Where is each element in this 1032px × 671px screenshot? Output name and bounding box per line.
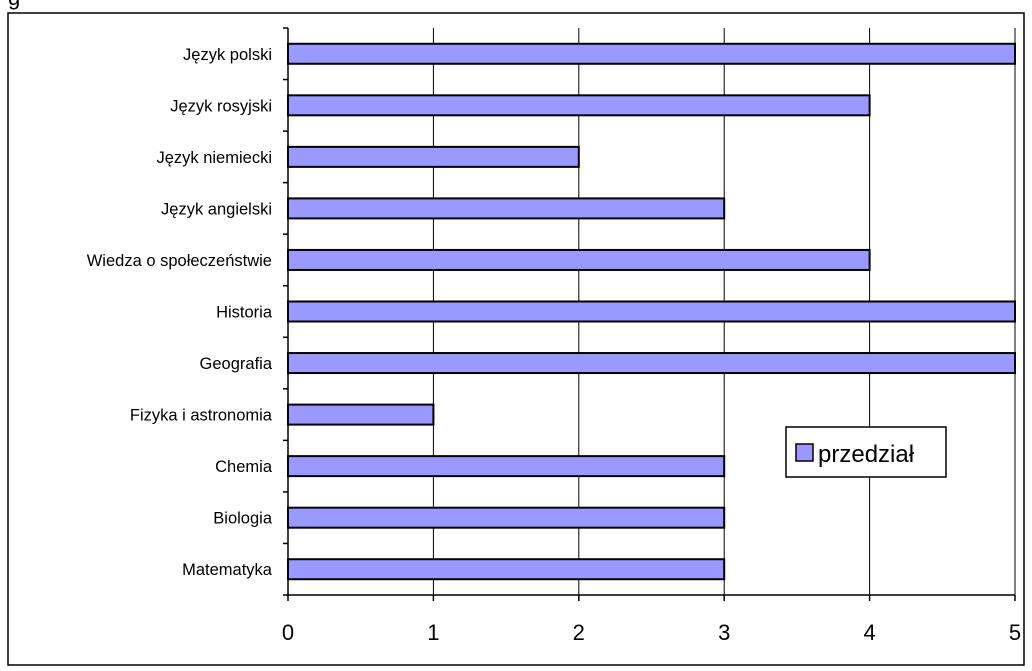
bar-2 [287,94,871,117]
x-tick-label-0: 0 [282,620,294,645]
category-label-9: Chemia [215,458,273,476]
category-label-1: Język polski [183,46,272,64]
x-tick-label-4: 4 [863,620,875,645]
bar-7 [287,352,1016,375]
bar-11 [287,558,726,581]
category-label-10: Biologia [213,510,273,528]
category-labels: Język polski Język rosyjski Język niemieck… [87,46,273,579]
category-label-4: Język angielski [161,200,272,218]
bar-4 [287,197,726,220]
top-fragment-text: g [8,0,20,11]
bar-8 [287,403,435,426]
legend-swatch [795,443,814,462]
bar-1 [287,42,1016,65]
category-label-5: Wiedza o społeczeństwie [87,252,272,270]
category-label-11: Matematyka [182,561,273,579]
chart-border [7,12,1025,666]
bar-6 [287,300,1016,323]
category-label-2: Język rosyjski [170,97,272,115]
bar-3 [287,145,580,168]
bar-10 [287,506,726,529]
legend-entry-przedzial: przedział [818,441,915,468]
x-tick-label-3: 3 [718,620,730,645]
category-label-3: Język niemiecki [156,149,272,167]
category-label-6: Historia [216,304,273,322]
x-tick-labels: 0 1 2 3 4 5 [282,620,1021,645]
category-label-7: Geografia [200,355,273,373]
bars-group [287,42,1016,581]
x-tick-label-2: 2 [573,620,585,645]
category-label-8: Fizyka i astronomia [130,407,273,425]
top-text-fragment: g [0,0,1032,14]
x-tick-label-1: 1 [427,620,439,645]
axes-group [283,27,1016,601]
x-tick-label-5: 5 [1009,620,1021,645]
bar-9 [287,455,726,478]
legend: przedział [785,426,947,478]
bar-5 [287,248,871,271]
